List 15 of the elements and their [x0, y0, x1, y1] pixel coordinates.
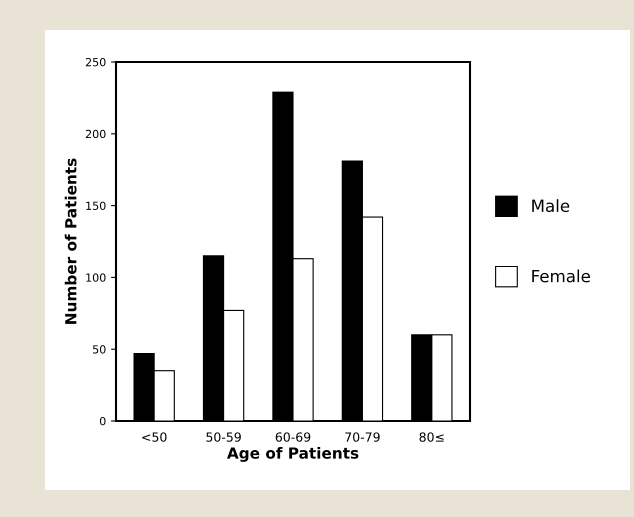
x-tick-label: 80≤: [419, 432, 444, 442]
legend-label: Female: [532, 270, 590, 282]
y-tick-label: 200: [86, 130, 106, 138]
y-tick-label: 100: [86, 273, 106, 282]
y-tick-label: 50: [92, 345, 106, 354]
y-axis-title: Number of Patients: [64, 158, 77, 324]
x-axis-title: Age of Patients: [226, 446, 358, 462]
y-tick-label: 0: [100, 416, 106, 426]
x-tick-label: 50-59: [206, 432, 241, 442]
x-tick-label: 60-69: [276, 432, 310, 442]
x-tick-label: 70-79: [345, 432, 380, 442]
x-tick-label: <50: [142, 432, 167, 442]
y-tick-label: 150: [86, 202, 106, 210]
legend-label: Male: [532, 199, 570, 212]
y-tick-label: 250: [86, 58, 106, 66]
